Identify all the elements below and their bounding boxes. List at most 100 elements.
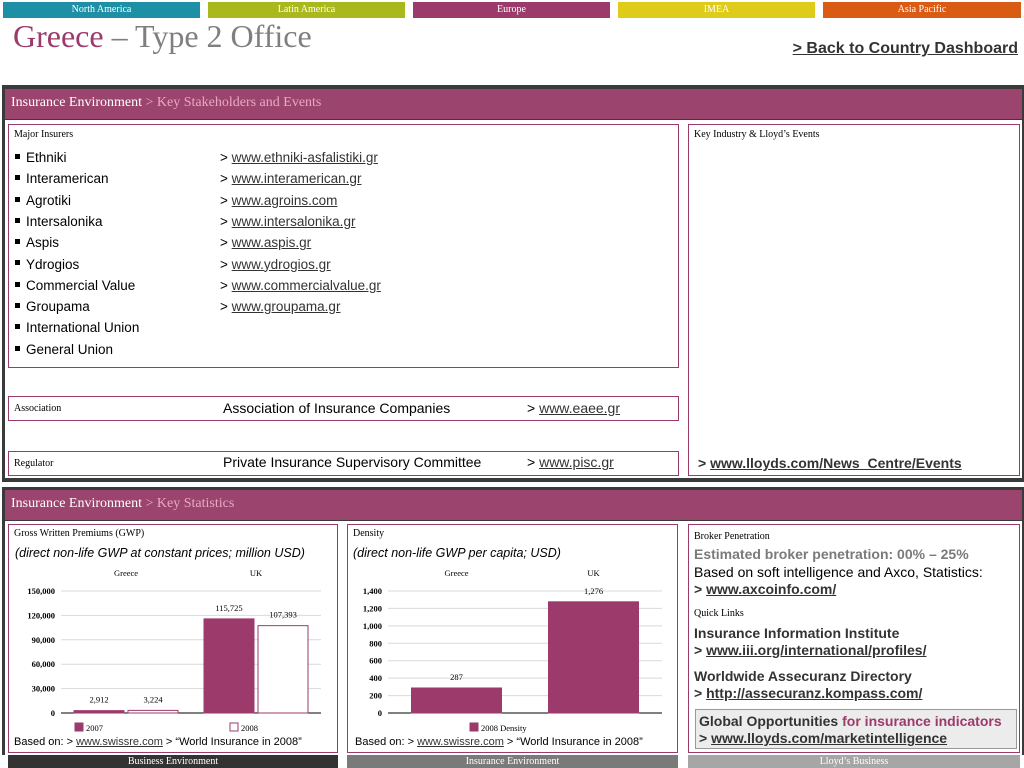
bar-value-label: 1,276	[584, 586, 603, 596]
density-source-suffix: > “World Insurance in 2008”	[503, 736, 643, 748]
category-label: UK	[587, 568, 600, 578]
major-insurers-box: Major Insurers Ethniki > www.ethniki-asfa…	[8, 124, 679, 368]
insurer-name: Intersalonika	[26, 213, 103, 229]
density-box: Density (direct non-life GWP per capita;…	[347, 524, 678, 753]
iii-link[interactable]: > www.iii.org/international/profiles/	[694, 642, 926, 658]
region-tab-europe[interactable]: Europe	[413, 2, 610, 18]
events-link[interactable]: > www.lloyds.com/News_Centre/Events	[698, 455, 962, 471]
insurer-url[interactable]: www.groupama.gr	[231, 299, 341, 315]
stakeholders-band-title: Insurance Environment	[11, 95, 143, 110]
insurer-link[interactable]: > www.groupama.gr	[220, 296, 340, 317]
insurer-name: Commercial Value	[26, 277, 136, 293]
gwp-source: Based on: > www.swissre.com > “World Ins…	[14, 736, 302, 748]
insurer-url[interactable]: www.commercialvalue.gr	[231, 277, 381, 293]
regulator-url[interactable]: www.pisc.gr	[539, 454, 614, 470]
region-tab-imea[interactable]: IMEA	[618, 2, 815, 18]
bar	[203, 618, 255, 714]
insurer-link-prefix: >	[220, 192, 232, 208]
legend-label: 2007	[86, 723, 103, 733]
insurer-url[interactable]: www.agroins.com	[231, 192, 338, 208]
bullet-icon	[15, 281, 20, 287]
bullet-icon	[15, 175, 20, 181]
bullet-icon	[15, 239, 20, 245]
office-type: – Type 2 Office	[103, 18, 312, 54]
broker-label: Broker Penetration	[694, 531, 770, 542]
insurer-link[interactable]: > www.agroins.com	[220, 190, 337, 211]
footer-tab-lloyds-business[interactable]: Lloyd’s Business	[688, 755, 1020, 768]
insurer-name: Groupama	[26, 299, 90, 315]
insurer-row: General Union	[15, 339, 665, 360]
axco-link[interactable]: > www.axcoinfo.com/	[694, 581, 836, 597]
wad-url[interactable]: http://assecuranz.kompass.com/	[706, 685, 923, 701]
insurer-link[interactable]: > www.commercialvalue.gr	[220, 275, 381, 296]
back-to-dashboard-link[interactable]: > Back to Country Dashboard	[792, 40, 1018, 57]
insurer-url[interactable]: www.interamerican.gr	[231, 171, 362, 187]
gwp-label: Gross Written Premiums (GWP)	[14, 528, 145, 539]
insurer-url[interactable]: www.ydrogios.gr	[231, 256, 331, 272]
association-link[interactable]: > www.eaee.gr	[527, 400, 620, 416]
events-label: Key Industry & Lloyd’s Events	[694, 129, 820, 140]
y-tick-label: 200	[369, 691, 382, 701]
density-source-link[interactable]: www.swissre.com	[417, 736, 504, 748]
gwp-source-suffix: > “World Insurance in 2008”	[162, 736, 302, 748]
regulator-link[interactable]: > www.pisc.gr	[527, 454, 614, 470]
gwp-source-link[interactable]: www.swissre.com	[76, 736, 163, 748]
bullet-icon	[15, 196, 20, 202]
go-highlight: for insurance indicators	[838, 713, 1002, 729]
bar-value-label: 115,725	[215, 603, 242, 613]
iii-link-prefix: >	[694, 642, 707, 658]
axco-url[interactable]: www.axcoinfo.com/	[706, 581, 837, 597]
y-tick-label: 0	[378, 708, 382, 718]
insurer-link[interactable]: > www.interamerican.gr	[220, 168, 361, 189]
go-link[interactable]: > www.lloyds.com/marketintelligence	[699, 730, 947, 746]
bar	[257, 625, 309, 714]
insurer-link-prefix: >	[220, 256, 232, 272]
insurer-link-prefix: >	[220, 213, 232, 229]
insurer-link-prefix: >	[220, 299, 232, 315]
region-tab-asia-pacific[interactable]: Asia Pacific	[823, 2, 1021, 18]
statistics-band-sub: > Key Statistics	[142, 496, 235, 511]
insurer-url[interactable]: www.aspis.gr	[231, 235, 312, 251]
insurer-link[interactable]: > www.intersalonika.gr	[220, 211, 355, 232]
go-title: Global Opportunities	[699, 713, 839, 729]
y-tick-label: 30,000	[32, 684, 55, 694]
broker-box: Broker Penetration Estimated broker pene…	[688, 524, 1020, 753]
insurer-row: Commercial Value > www.commercialvalue.gr	[15, 275, 665, 296]
category-label: Greece	[114, 568, 138, 578]
category-label: Greece	[444, 568, 468, 578]
region-tab-north-america[interactable]: North America	[3, 2, 200, 18]
insurer-url[interactable]: www.ethniki-asfalistiki.gr	[231, 150, 378, 165]
iii-url[interactable]: www.iii.org/international/profiles/	[706, 642, 927, 658]
insurer-name: Ethniki	[26, 150, 67, 165]
stakeholders-band-sub: > Key Stakeholders and Events	[142, 95, 322, 110]
insurer-link[interactable]: > www.ethniki-asfalistiki.gr	[220, 147, 378, 168]
regulator-name: Private Insurance Supervisory Committee	[223, 454, 482, 470]
page-title: Greece – Type 2 Office	[13, 18, 312, 55]
bullet-icon	[15, 217, 20, 223]
wad-link[interactable]: > http://assecuranz.kompass.com/	[694, 685, 922, 701]
bar-value-label: 3,224	[143, 694, 163, 704]
bar	[411, 687, 502, 714]
quick-links-label: Quick Links	[694, 608, 744, 619]
insurer-row: Ethniki > www.ethniki-asfalistiki.gr	[15, 147, 665, 168]
gwp-source-prefix: Based on: >	[14, 736, 77, 748]
insurer-row: Aspis > www.aspis.gr	[15, 232, 665, 253]
association-url[interactable]: www.eaee.gr	[539, 400, 621, 416]
insurer-link-prefix: >	[220, 150, 232, 165]
insurer-url[interactable]: www.intersalonika.gr	[231, 213, 356, 229]
association-link-prefix: >	[527, 400, 540, 416]
y-tick-label: 1,200	[363, 603, 382, 613]
insurer-link[interactable]: > www.ydrogios.gr	[220, 254, 331, 275]
events-url[interactable]: www.lloyds.com/News_Centre/Events	[710, 455, 962, 471]
footer-tab-insurance-environment[interactable]: Insurance Environment	[347, 755, 678, 768]
bullet-icon	[15, 324, 20, 330]
insurer-link[interactable]: > www.aspis.gr	[220, 232, 311, 253]
gwp-chart: 0 30,000 60,000 90,000 120,000 150,000 Greece 2…	[27, 568, 321, 733]
footer-tab-business-environment[interactable]: Business Environment	[8, 755, 338, 768]
bullet-icon	[15, 303, 20, 309]
bullet-icon	[15, 260, 20, 266]
density-chart: 0 200 400 600 800 1,000 1,200 1,400 Greece 287 UK 1…	[363, 568, 662, 733]
y-tick-label: 800	[369, 638, 382, 648]
go-url[interactable]: www.lloyds.com/marketintelligence	[711, 730, 948, 746]
region-tab-latin-america[interactable]: Latin America	[208, 2, 405, 18]
